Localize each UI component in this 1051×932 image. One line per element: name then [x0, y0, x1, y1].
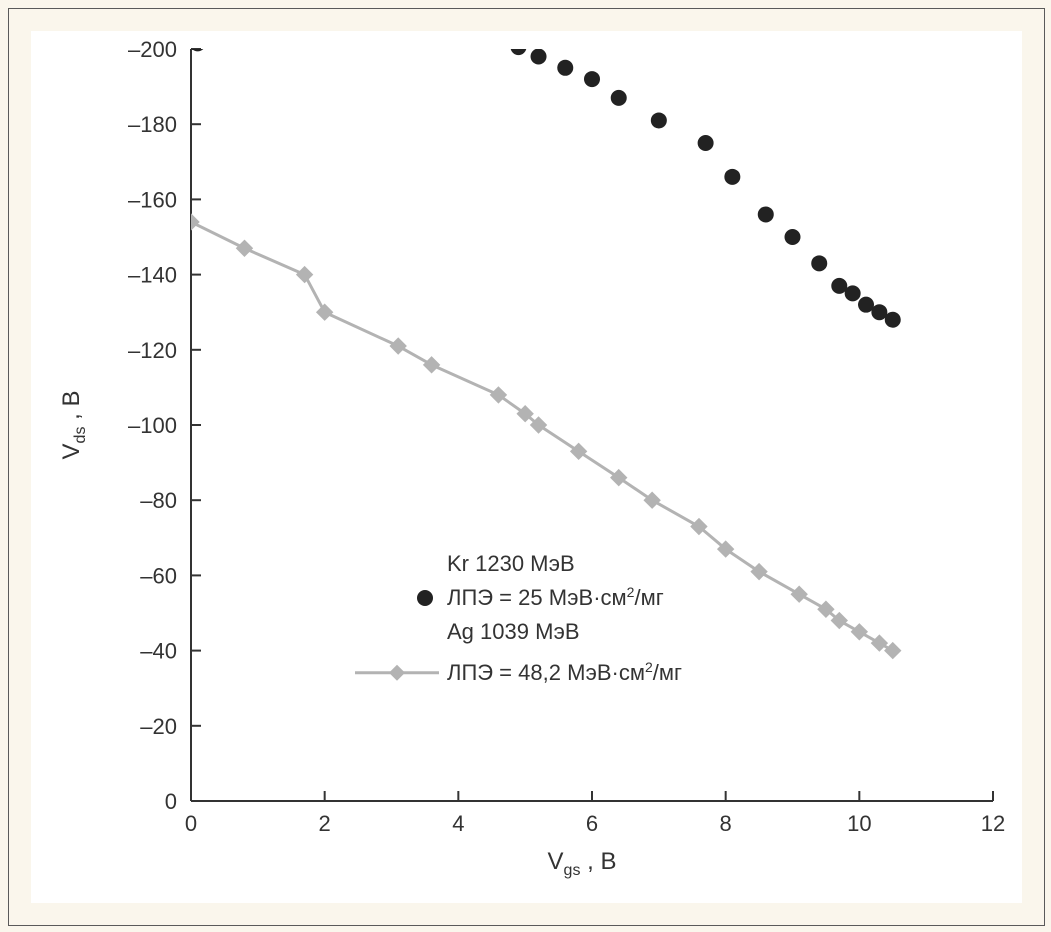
svg-text:0: 0 — [185, 811, 197, 836]
svg-text:12: 12 — [981, 811, 1005, 836]
svg-text:4: 4 — [452, 811, 464, 836]
svg-text:–160: –160 — [128, 187, 177, 212]
svg-text:–140: –140 — [128, 263, 177, 288]
chart-panel: 024681012–200–180–160–140–120–100–80–60–… — [31, 31, 1022, 903]
svg-text:–60: –60 — [140, 563, 177, 588]
outer-frame: 024681012–200–180–160–140–120–100–80–60–… — [8, 8, 1045, 926]
svg-text:–20: –20 — [140, 714, 177, 739]
svg-text:–100: –100 — [128, 413, 177, 438]
svg-text:6: 6 — [586, 811, 598, 836]
svg-text:ЛПЭ = 25 МэВ·см2/мг: ЛПЭ = 25 МэВ·см2/мг — [447, 584, 664, 610]
svg-text:–180: –180 — [128, 112, 177, 137]
svg-text:–200: –200 — [128, 37, 177, 62]
svg-text:10: 10 — [847, 811, 871, 836]
chart-svg: 024681012–200–180–160–140–120–100–80–60–… — [31, 31, 1022, 903]
svg-text:Ag 1039 МэВ: Ag 1039 МэВ — [447, 619, 580, 644]
svg-text:ЛПЭ = 48,2 МэВ·см2/мг: ЛПЭ = 48,2 МэВ·см2/мг — [447, 659, 682, 685]
svg-text:Vds , B: Vds , B — [58, 391, 89, 460]
svg-text:–40: –40 — [140, 639, 177, 664]
svg-text:2: 2 — [319, 811, 331, 836]
svg-text:8: 8 — [720, 811, 732, 836]
svg-text:–120: –120 — [128, 338, 177, 363]
svg-text:Vgs , B: Vgs , B — [548, 848, 617, 879]
svg-text:0: 0 — [165, 789, 177, 814]
svg-text:–80: –80 — [140, 488, 177, 513]
svg-text:Kr 1230 МэВ: Kr 1230 МэВ — [447, 551, 575, 576]
